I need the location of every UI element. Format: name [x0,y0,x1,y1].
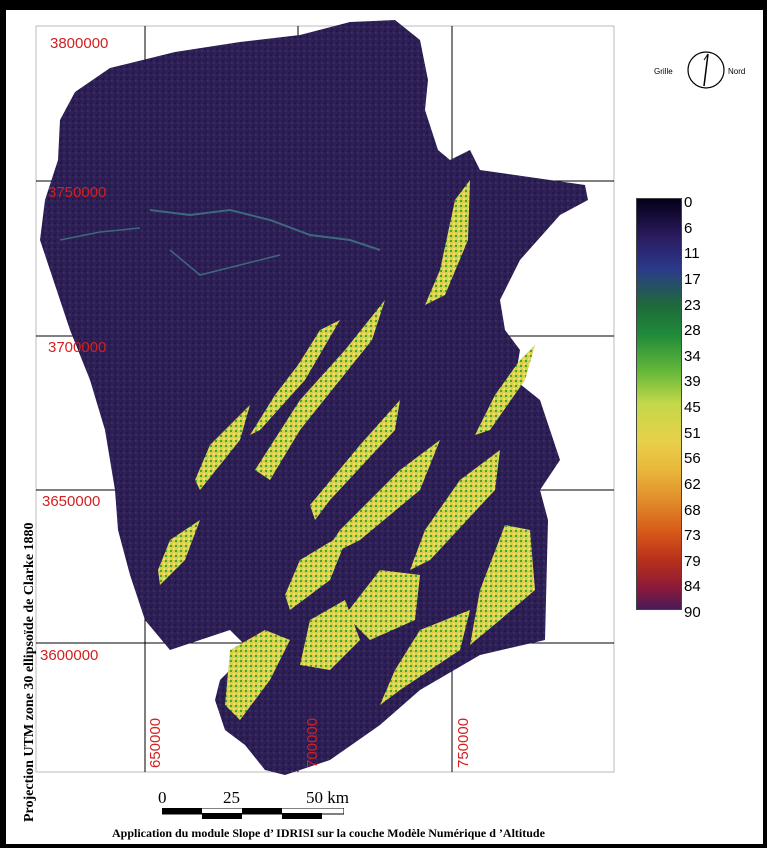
legend-value: 0 [684,194,693,211]
north-left-label: Grille [654,67,673,76]
grid-y-label: 3750000 [48,184,106,201]
grid-y-label: 3650000 [42,493,100,510]
grid-y-label: 3800000 [50,35,108,52]
scale-label-25: 25 [223,788,240,807]
north-right-label: Nord [728,67,745,76]
scale-label-0: 0 [158,788,167,807]
grid-x-label: 700000 [304,718,321,768]
legend-value: 51 [684,424,701,442]
scale-bar [162,808,344,819]
grid-y-label: 3700000 [48,339,106,356]
legend-value: 84 [684,578,701,596]
legend-value: 62 [684,475,701,493]
legend-value: 39 [684,373,701,391]
scale-label-50: 50 km [306,788,349,807]
legend-value: 45 [684,399,701,416]
grid-x-label: 750000 [455,718,472,768]
slope-features [59,180,535,720]
map-caption: Application du module Slope d’ IDRISI su… [112,826,545,840]
legend-color-bar [636,198,682,610]
legend-value: 17 [684,270,701,288]
legend-value: 6 [684,219,693,237]
legend-value: 90 [684,604,701,621]
legend-value: 23 [684,296,701,314]
legend-value: 68 [684,501,701,519]
legend-value: 34 [684,347,701,365]
projection-label: Projection UTM zone 30 ellipsoïde de Cla… [22,522,37,822]
north-arrow: Grille Nord [654,51,745,89]
grid-x-label: 650000 [147,718,164,768]
legend-value: 73 [684,527,701,545]
legend-value: 79 [684,552,701,570]
grid-y-label: 3600000 [40,647,98,664]
legend-value: 56 [684,450,701,468]
legend-value: 11 [684,245,700,263]
legend-value: 28 [684,322,701,340]
